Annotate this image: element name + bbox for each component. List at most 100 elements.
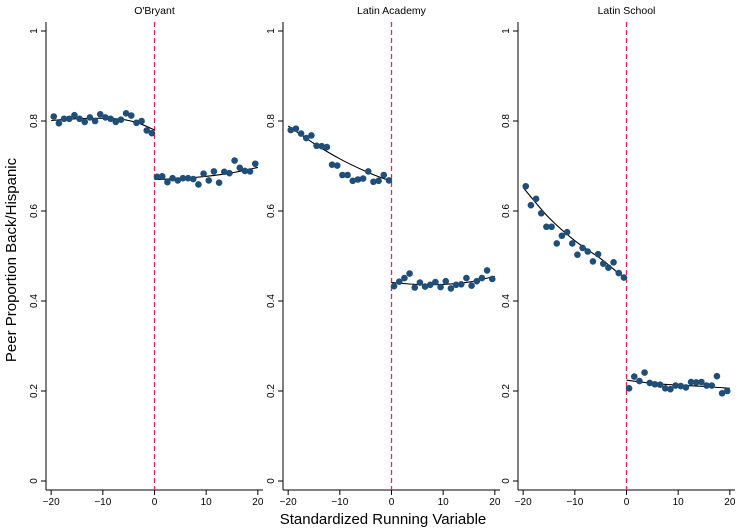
data-point [452, 281, 460, 289]
data-point [164, 178, 171, 186]
data-point [380, 171, 388, 179]
data-point [395, 278, 403, 285]
data-point [107, 115, 114, 123]
data-point [385, 177, 393, 184]
data-point [231, 157, 238, 164]
data-point [661, 385, 669, 392]
data-point [610, 259, 617, 266]
data-point [641, 369, 648, 376]
data-point [333, 162, 341, 169]
y-tick-label: 1 [501, 28, 512, 34]
panel-title: Latin Academy [357, 5, 427, 17]
data-point [297, 130, 305, 137]
data-point [615, 269, 623, 277]
data-point [568, 240, 576, 247]
x-tick-label: −10 [566, 497, 583, 508]
data-point [287, 126, 295, 134]
x-tick-label: 10 [438, 497, 450, 508]
data-point [60, 115, 68, 123]
data-point [548, 223, 555, 231]
data-point [625, 385, 633, 392]
panel-2: Latin School 0 0.2 0.4 0.6 0.8 1 −20 −10 0 10 20 [501, 5, 736, 508]
x-tick-label: 0 [624, 497, 630, 508]
data-point [532, 195, 540, 203]
y-tick-label: 0.6 [29, 204, 40, 218]
data-point [328, 161, 336, 168]
data-point [236, 164, 244, 172]
data-point [463, 274, 470, 282]
data-point [179, 174, 187, 182]
data-point [122, 110, 130, 117]
panel-title: Latin School [598, 5, 656, 17]
data-point [195, 181, 202, 188]
data-point [251, 160, 259, 168]
y-tick-label: 0 [266, 478, 277, 484]
x-tick-label: 0 [389, 497, 395, 508]
data-point [713, 372, 721, 380]
data-point [205, 177, 213, 184]
data-point [447, 285, 455, 292]
x-tick-label: 10 [201, 497, 213, 508]
data-point [672, 382, 679, 389]
data-point [349, 177, 357, 185]
data-point [692, 379, 700, 386]
data-point [226, 169, 233, 177]
data-point [589, 258, 597, 265]
data-point [96, 110, 104, 118]
y-tick-label: 0.4 [29, 294, 40, 308]
y-tick-label: 0.2 [501, 384, 512, 398]
data-point [50, 113, 58, 120]
data-point [579, 244, 586, 252]
data-point [437, 283, 444, 291]
data-point [703, 382, 710, 389]
data-point [184, 174, 192, 182]
x-tick-label: −20 [280, 497, 297, 508]
data-point [102, 114, 109, 121]
data-point [468, 282, 475, 290]
data-point [344, 171, 351, 179]
data-point [432, 278, 439, 286]
y-tick-label: 0.6 [501, 204, 512, 218]
data-point [370, 178, 377, 186]
data-point [153, 173, 161, 181]
x-axis-title: Standardized Running Variable [280, 511, 487, 528]
data-point [323, 143, 331, 151]
data-point [543, 223, 550, 231]
data-point [71, 111, 78, 119]
y-tick-label: 0 [29, 478, 40, 484]
data-point [483, 267, 491, 274]
fit-line-left [522, 187, 627, 279]
data-point [687, 378, 695, 386]
y-tick-label: 0.2 [29, 384, 40, 398]
data-point [246, 168, 254, 175]
data-point [215, 179, 223, 186]
data-point [682, 384, 690, 391]
data-point [488, 275, 496, 283]
y-tick-label: 0.6 [266, 204, 277, 218]
data-point [411, 284, 419, 291]
y-tick-label: 0 [501, 478, 512, 484]
x-tick-label: −10 [331, 497, 348, 508]
y-tick-label: 0.4 [266, 294, 277, 308]
data-point [478, 274, 486, 282]
data-point [292, 125, 300, 132]
data-point [65, 115, 73, 123]
data-point [364, 168, 372, 175]
data-point [718, 389, 726, 397]
data-point [143, 127, 151, 134]
data-point [558, 232, 566, 240]
data-point [426, 281, 434, 289]
data-point [138, 117, 145, 125]
data-point [594, 250, 602, 258]
data-point [76, 115, 83, 123]
y-tick-label: 0.8 [501, 114, 512, 128]
data-point [473, 277, 481, 285]
fit-line-left [287, 125, 392, 182]
data-point [302, 134, 310, 142]
panel-1: Latin Academy 0 0.2 0.4 0.6 0.8 1 −20 −10 0 10 20 [266, 5, 501, 508]
data-point [339, 171, 346, 179]
data-point [537, 209, 545, 217]
x-tick-label: 20 [252, 497, 264, 508]
data-point [359, 175, 367, 182]
